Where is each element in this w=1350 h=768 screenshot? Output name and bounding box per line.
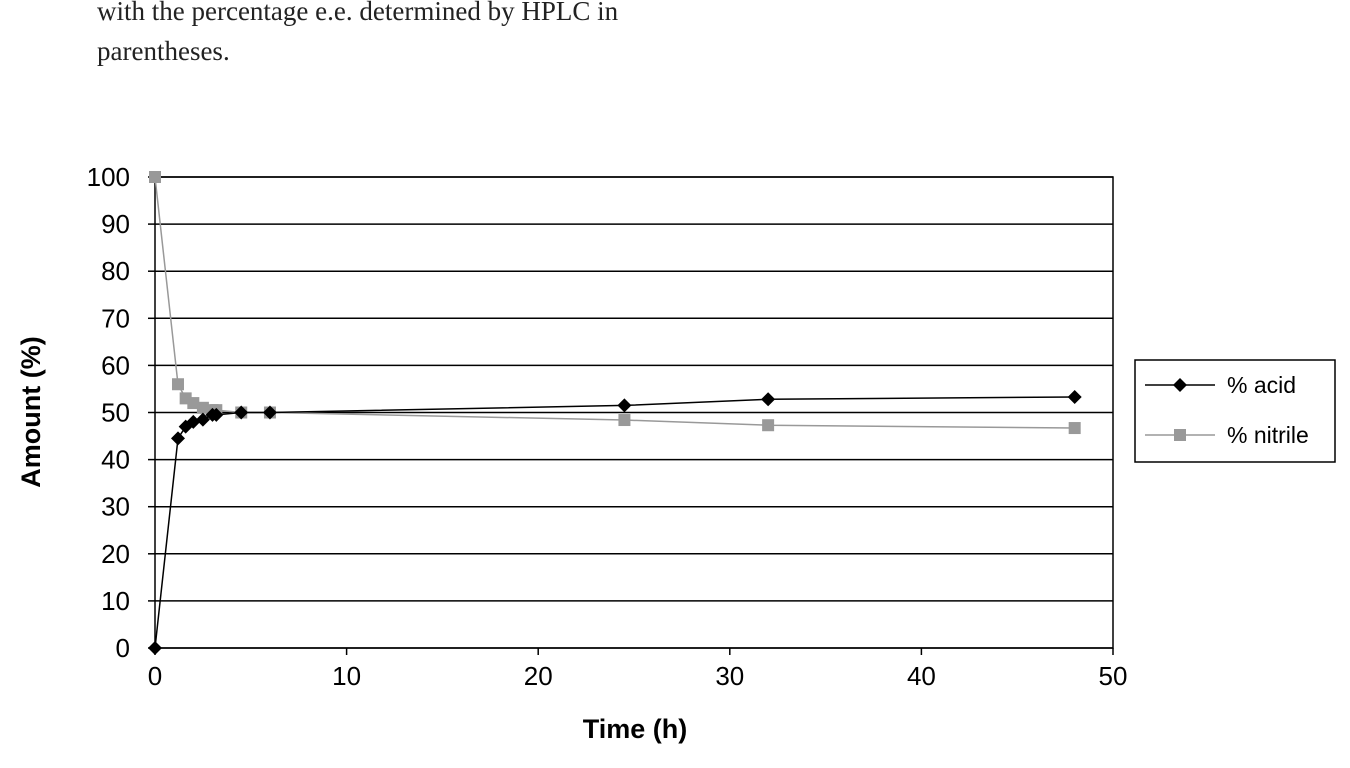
x-tick-label: 10 bbox=[332, 661, 361, 691]
y-tick-label: 90 bbox=[101, 209, 130, 239]
y-tick-label: 0 bbox=[116, 633, 130, 663]
x-tick-label: 50 bbox=[1099, 661, 1128, 691]
legend-marker bbox=[1174, 429, 1186, 441]
caption-line: with the percentage e.e. determined by H… bbox=[97, 0, 619, 26]
x-tick-label: 30 bbox=[715, 661, 744, 691]
data-point bbox=[209, 407, 224, 422]
series-line bbox=[154, 396, 1075, 649]
x-tick-label: 20 bbox=[524, 661, 553, 691]
data-point bbox=[1068, 422, 1081, 435]
data-point bbox=[196, 401, 209, 414]
caption-line: parentheses. bbox=[97, 36, 230, 66]
data-point bbox=[762, 419, 775, 432]
legend-label: % nitrile bbox=[1227, 422, 1309, 448]
y-tick-label: 40 bbox=[101, 445, 130, 475]
data-point bbox=[262, 405, 277, 420]
data-point bbox=[761, 392, 776, 407]
data-point bbox=[618, 414, 631, 427]
plot-frame bbox=[154, 176, 1114, 649]
legend-label: % acid bbox=[1227, 372, 1296, 398]
data-point bbox=[187, 397, 200, 410]
legend-box bbox=[1134, 359, 1336, 463]
data-point bbox=[186, 414, 201, 429]
y-tick-label: 80 bbox=[101, 256, 130, 286]
legend-marker bbox=[1173, 378, 1187, 392]
x-tick-label: 40 bbox=[907, 661, 936, 691]
data-point bbox=[195, 412, 210, 427]
data-point bbox=[148, 641, 162, 655]
data-point bbox=[149, 171, 161, 183]
x-axis-label: Time (h) bbox=[583, 714, 688, 744]
data-point bbox=[234, 405, 249, 420]
y-tick-label: 10 bbox=[101, 586, 130, 616]
data-point bbox=[1067, 389, 1082, 404]
y-tick-label: 50 bbox=[101, 398, 130, 428]
x-tick-label: 0 bbox=[148, 661, 162, 691]
y-axis-label: Amount (%) bbox=[16, 336, 46, 487]
data-point bbox=[617, 398, 632, 413]
series-line bbox=[154, 176, 1075, 429]
y-tick-label: 60 bbox=[101, 350, 130, 380]
y-tick-label: 20 bbox=[101, 539, 130, 569]
data-point bbox=[170, 431, 185, 446]
y-tick-label: 30 bbox=[101, 492, 130, 522]
data-point bbox=[171, 378, 184, 391]
y-tick-label: 70 bbox=[101, 303, 130, 333]
y-tick-label: 100 bbox=[87, 162, 130, 192]
